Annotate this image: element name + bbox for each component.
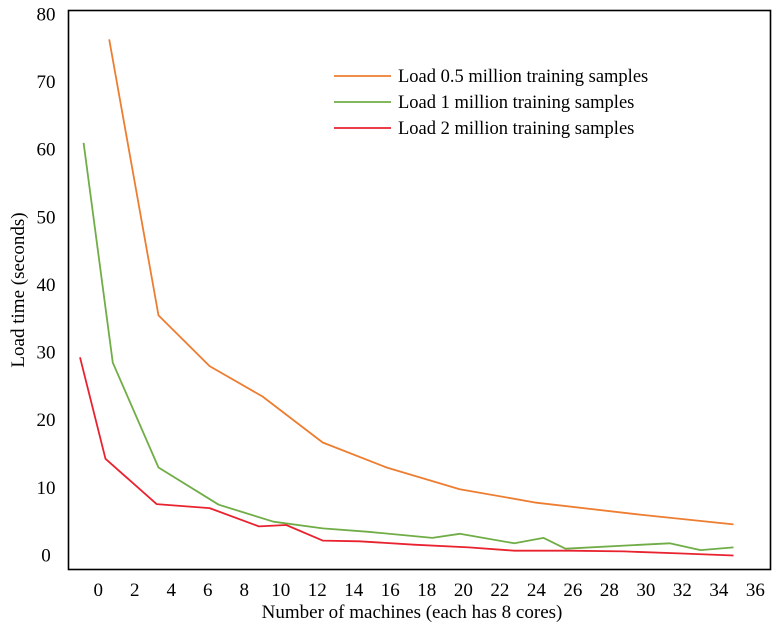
series-lines: [79, 39, 734, 557]
x-tick-label: 20: [454, 580, 473, 601]
legend-label: Load 0.5 million training samples: [398, 67, 648, 87]
y-tick-label: 0: [41, 545, 51, 566]
legend-label: Load 1 million training samples: [398, 93, 634, 113]
x-tick-label: 34: [709, 580, 729, 601]
x-tick-label: 22: [490, 580, 509, 601]
y-tick-label: 40: [37, 275, 56, 296]
legend: Load 0.5 million training samples Load 1 …: [334, 67, 648, 139]
series-line: [82, 142, 734, 551]
x-tick-label: 30: [636, 580, 655, 601]
x-tick-label: 18: [417, 580, 436, 601]
x-tick-label: 4: [166, 580, 176, 601]
x-tick-label: 8: [240, 580, 250, 601]
y-tick-label: 30: [37, 343, 56, 364]
x-tick-label: 0: [93, 580, 103, 601]
x-tick-label: 12: [308, 580, 327, 601]
x-axis-title: Number of machines (each has 8 cores): [262, 602, 563, 623]
y-tick-label: 70: [37, 72, 56, 93]
plot-frame: [67, 9, 772, 571]
x-tick-label: 24: [527, 580, 547, 601]
x-tick-label: 6: [203, 580, 213, 601]
x-tick-label: 26: [563, 580, 582, 601]
x-tick-labels: 0 2 4 6 8 10 12 14 16 18 20 22 24 26 28 30 32 34 36: [93, 580, 764, 601]
x-tick-label: 32: [673, 580, 692, 601]
y-tick-label: 10: [37, 478, 56, 499]
y-tick-label: 60: [37, 140, 56, 161]
y-tick-label: 20: [37, 410, 56, 431]
y-tick-label: 80: [37, 4, 56, 25]
legend-label: Load 2 million training samples: [398, 119, 634, 139]
series-line: [79, 357, 734, 557]
x-tick-label: 10: [271, 580, 290, 601]
y-axis-title: Load time (seconds): [8, 212, 29, 367]
x-tick-label: 2: [130, 580, 140, 601]
y-tick-label: 50: [37, 207, 56, 228]
y-tick-labels: 0 10 20 30 40 50 60 70 80: [37, 4, 56, 566]
x-tick-label: 28: [600, 580, 619, 601]
x-tick-label: 14: [344, 580, 364, 601]
x-tick-label: 36: [746, 580, 765, 601]
x-tick-label: 16: [381, 580, 400, 601]
series-line: [108, 39, 734, 526]
